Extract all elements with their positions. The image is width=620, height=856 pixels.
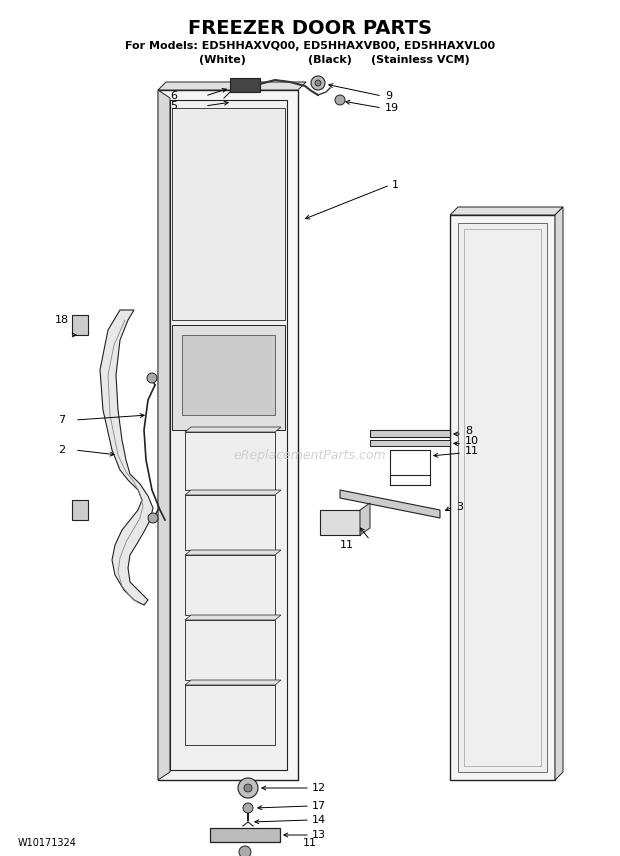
Text: FREEZER DOOR PARTS: FREEZER DOOR PARTS bbox=[188, 19, 432, 38]
Polygon shape bbox=[185, 432, 275, 490]
Polygon shape bbox=[555, 207, 563, 780]
Text: 12: 12 bbox=[312, 783, 326, 793]
Polygon shape bbox=[320, 510, 360, 535]
Polygon shape bbox=[158, 82, 306, 90]
Polygon shape bbox=[370, 440, 450, 446]
Text: 2: 2 bbox=[58, 445, 65, 455]
Circle shape bbox=[147, 373, 157, 383]
Circle shape bbox=[148, 513, 158, 523]
Circle shape bbox=[315, 80, 321, 86]
Text: 8: 8 bbox=[465, 426, 472, 436]
Polygon shape bbox=[185, 495, 275, 550]
Polygon shape bbox=[72, 315, 88, 335]
Text: W10171324: W10171324 bbox=[18, 838, 77, 848]
Text: 19: 19 bbox=[385, 103, 399, 113]
Circle shape bbox=[244, 784, 252, 792]
Polygon shape bbox=[360, 503, 370, 535]
Text: (Stainless VCM): (Stainless VCM) bbox=[371, 55, 469, 65]
Polygon shape bbox=[182, 335, 275, 415]
Text: For Models: ED5HHAXVQ00, ED5HHAXVB00, ED5HHAXVL00: For Models: ED5HHAXVQ00, ED5HHAXVB00, ED… bbox=[125, 41, 495, 51]
Polygon shape bbox=[172, 108, 285, 320]
Polygon shape bbox=[450, 207, 563, 215]
Polygon shape bbox=[185, 555, 275, 615]
Polygon shape bbox=[185, 620, 275, 680]
Polygon shape bbox=[172, 325, 285, 430]
Polygon shape bbox=[158, 90, 170, 780]
Polygon shape bbox=[185, 427, 281, 432]
Polygon shape bbox=[340, 490, 440, 518]
Text: 13: 13 bbox=[312, 830, 326, 840]
Polygon shape bbox=[185, 550, 281, 555]
Polygon shape bbox=[100, 310, 153, 605]
Text: 3: 3 bbox=[456, 502, 463, 512]
Text: (White): (White) bbox=[198, 55, 246, 65]
Circle shape bbox=[335, 95, 345, 105]
Text: 11: 11 bbox=[340, 540, 354, 550]
Text: 11: 11 bbox=[303, 838, 317, 848]
Polygon shape bbox=[185, 680, 281, 685]
Polygon shape bbox=[72, 500, 88, 520]
Polygon shape bbox=[170, 100, 287, 770]
Text: 9: 9 bbox=[385, 91, 392, 101]
Text: 14: 14 bbox=[312, 815, 326, 825]
Polygon shape bbox=[185, 685, 275, 745]
Text: 6: 6 bbox=[170, 91, 177, 101]
Circle shape bbox=[239, 846, 251, 856]
Text: (Black): (Black) bbox=[308, 55, 352, 65]
Polygon shape bbox=[158, 90, 298, 780]
Polygon shape bbox=[230, 78, 260, 92]
Polygon shape bbox=[450, 215, 555, 780]
Text: 1: 1 bbox=[392, 180, 399, 190]
Text: 10: 10 bbox=[465, 436, 479, 446]
Polygon shape bbox=[458, 223, 547, 772]
Polygon shape bbox=[185, 615, 281, 620]
Text: 11: 11 bbox=[465, 446, 479, 456]
Text: eReplacementParts.com: eReplacementParts.com bbox=[234, 449, 386, 461]
Circle shape bbox=[311, 76, 325, 90]
Text: 5: 5 bbox=[170, 101, 177, 111]
Polygon shape bbox=[185, 490, 281, 495]
Text: 7: 7 bbox=[58, 415, 65, 425]
Circle shape bbox=[238, 778, 258, 798]
Circle shape bbox=[243, 803, 253, 813]
Text: 17: 17 bbox=[312, 801, 326, 811]
Polygon shape bbox=[370, 430, 450, 437]
Text: 18: 18 bbox=[55, 315, 69, 325]
Polygon shape bbox=[210, 828, 280, 842]
